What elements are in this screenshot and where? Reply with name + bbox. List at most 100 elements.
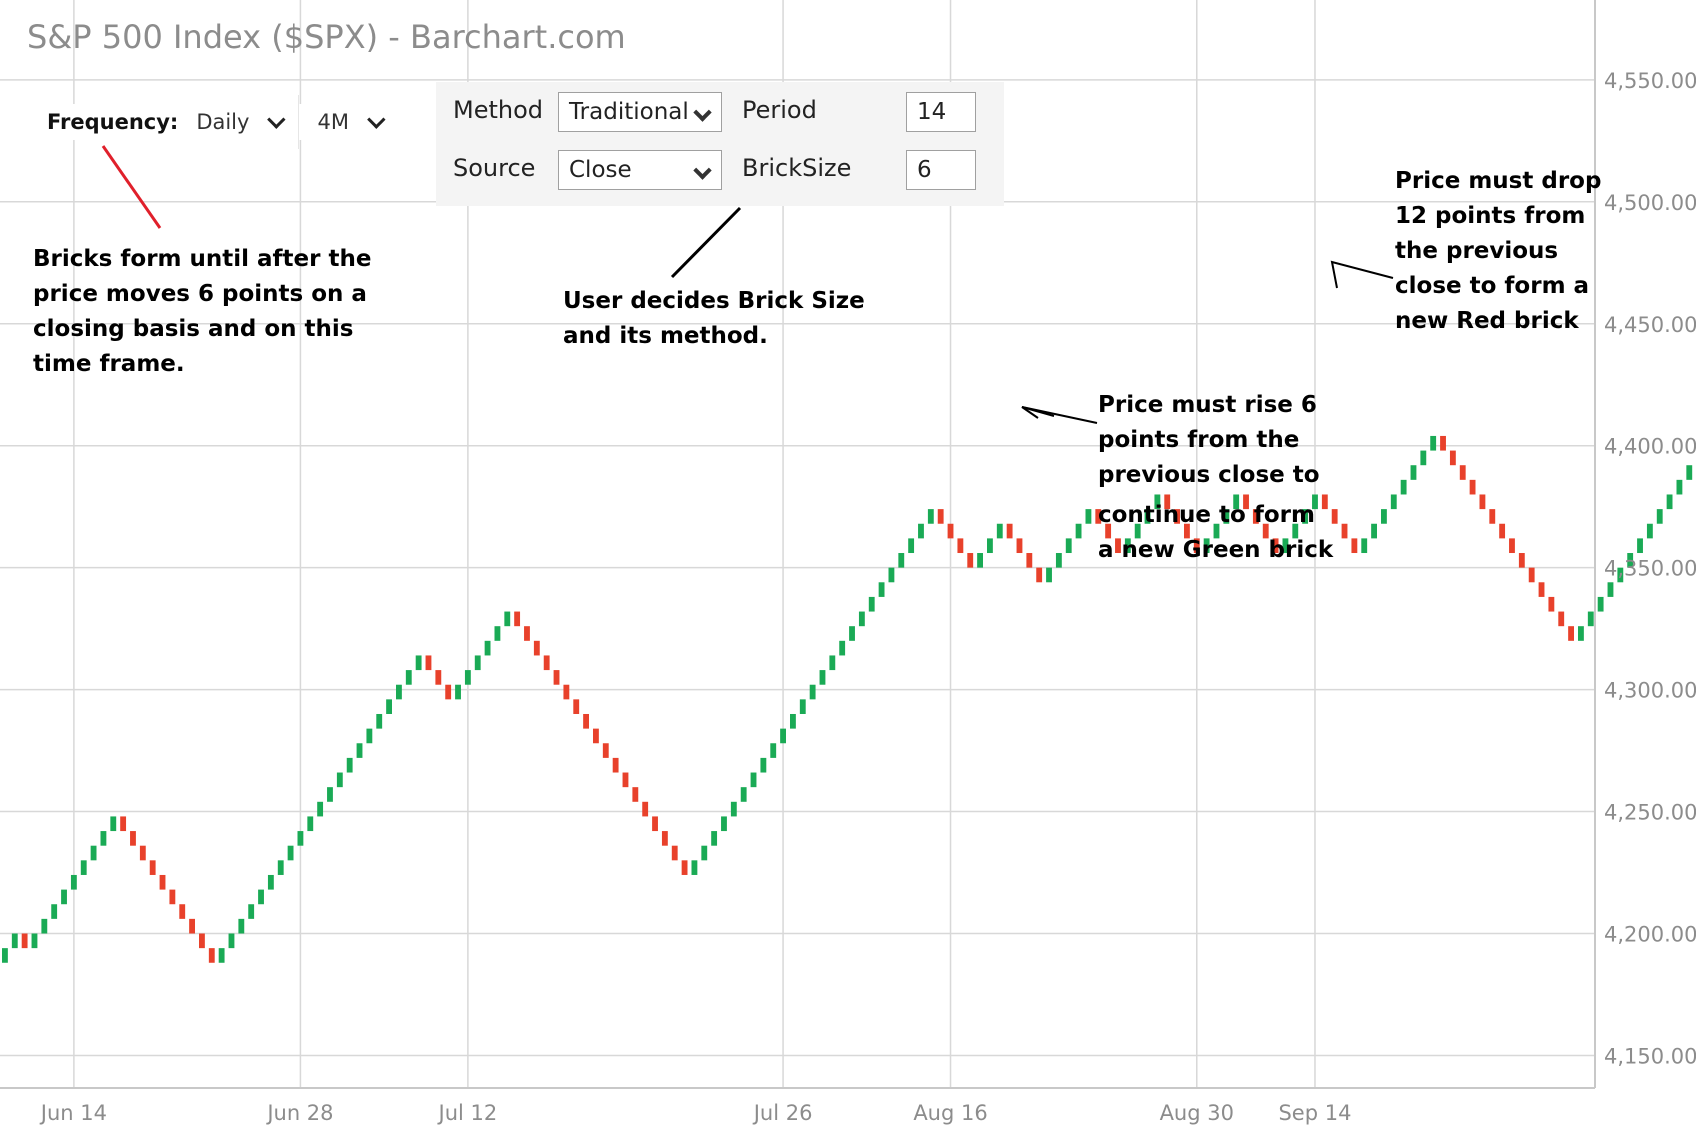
down-brick [1459, 465, 1466, 480]
up-brick [307, 816, 314, 832]
down-brick [533, 640, 540, 656]
period-input[interactable] [906, 92, 976, 132]
up-brick [1578, 626, 1584, 641]
down-brick [661, 831, 668, 846]
up-brick [996, 523, 1003, 539]
down-brick [1252, 509, 1259, 524]
y-tick-label: 4,300.00 [1604, 679, 1696, 703]
up-brick [858, 611, 865, 627]
down-brick [1558, 611, 1565, 627]
frequency-value: Daily [196, 110, 250, 134]
up-brick [110, 816, 117, 832]
bricksize-input[interactable] [906, 150, 976, 190]
down-brick [425, 655, 432, 671]
up-brick [878, 582, 885, 597]
up-brick [1420, 450, 1427, 466]
up-brick [1371, 523, 1377, 539]
annotation-line: Bricks form until after the [33, 246, 372, 272]
y-tick-label: 4,550.00 [1604, 69, 1696, 93]
down-brick [612, 757, 619, 773]
up-brick [366, 728, 373, 744]
up-brick [336, 772, 343, 788]
up-brick [317, 801, 324, 817]
down-brick [543, 655, 550, 671]
frequency-label: Frequency: [47, 110, 179, 134]
up-brick [277, 860, 284, 875]
up-brick [41, 918, 48, 934]
down-brick [21, 933, 28, 949]
down-brick [189, 918, 195, 934]
up-brick [1430, 435, 1437, 451]
up-brick [11, 933, 18, 949]
up-brick [829, 655, 836, 671]
up-brick [474, 655, 481, 671]
down-brick [1016, 538, 1023, 554]
down-brick [602, 743, 609, 758]
frequency-toolbar: Frequency: Daily 4M [47, 95, 386, 149]
frequency-dropdown[interactable]: Daily [196, 109, 286, 134]
range-dropdown[interactable]: 4M [317, 109, 386, 134]
down-brick [1115, 538, 1121, 554]
down-brick [1518, 553, 1525, 568]
up-brick [1144, 509, 1151, 524]
callout-line-bricksize [670, 206, 742, 279]
up-brick [238, 918, 245, 934]
down-brick [583, 713, 589, 729]
up-brick [730, 801, 737, 817]
annotation-line: price moves 6 points on a [33, 281, 367, 307]
down-brick [937, 509, 944, 524]
down-brick [435, 670, 442, 685]
up-brick [691, 860, 698, 875]
down-brick [169, 889, 176, 905]
y-tick-label: 4,400.00 [1604, 435, 1696, 459]
range-value: 4M [317, 110, 349, 134]
down-brick [159, 874, 166, 890]
down-brick [1095, 509, 1102, 524]
up-brick [770, 743, 777, 758]
annotation-line: Price must rise 6 [1098, 392, 1317, 418]
down-brick [1469, 479, 1476, 495]
x-tick-label: Sep 14 [1278, 1101, 1351, 1125]
up-brick [987, 538, 993, 554]
down-brick [1449, 450, 1456, 466]
down-brick [1509, 538, 1515, 554]
up-brick [1400, 479, 1407, 495]
source-select[interactable]: Close [558, 150, 722, 190]
up-brick [799, 699, 806, 714]
up-brick [780, 728, 786, 744]
method-select[interactable]: Traditional [558, 92, 722, 132]
down-brick [967, 553, 974, 568]
down-brick [622, 772, 629, 788]
y-tick-label: 4,350.00 [1604, 557, 1696, 581]
down-brick [1440, 435, 1446, 451]
up-brick [455, 684, 461, 700]
down-brick [120, 816, 127, 832]
annotation-line: and its method. [563, 323, 768, 349]
up-brick [386, 699, 392, 714]
y-tick-label: 4,200.00 [1604, 923, 1696, 947]
x-tick-label: Aug 30 [1160, 1101, 1234, 1125]
up-brick [297, 831, 304, 846]
down-brick [1193, 538, 1200, 554]
down-brick [179, 904, 186, 919]
up-brick [1124, 538, 1131, 554]
down-brick [1499, 523, 1506, 539]
y-tick-label: 4,450.00 [1604, 313, 1696, 337]
up-brick [2, 948, 8, 963]
down-brick [1331, 509, 1338, 524]
down-brick [130, 831, 136, 846]
up-brick [396, 684, 402, 700]
down-brick [1489, 509, 1496, 524]
down-brick [1548, 596, 1555, 612]
up-brick [918, 523, 924, 539]
up-brick [1312, 494, 1318, 510]
up-brick [494, 626, 501, 641]
down-brick [553, 670, 560, 685]
up-brick [1607, 582, 1614, 597]
up-brick [1666, 494, 1673, 510]
y-tick-label: 4,500.00 [1604, 191, 1696, 215]
up-brick [346, 757, 353, 773]
annotation-line: new Red brick [1395, 308, 1579, 334]
up-brick [1282, 538, 1289, 554]
annotation-line: continue to form [1098, 502, 1315, 528]
